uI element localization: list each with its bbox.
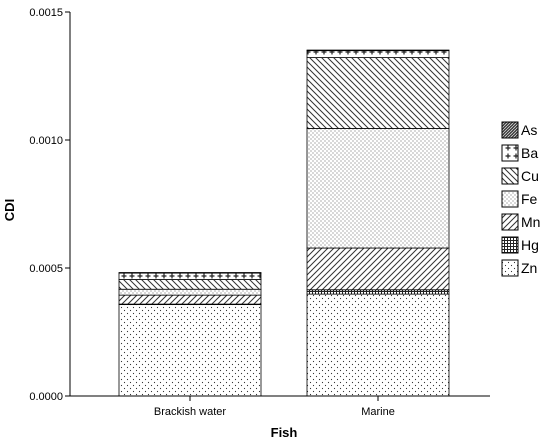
legend-swatch: [501, 167, 519, 185]
legend-label: Cu: [521, 168, 539, 184]
legend-label: As: [521, 122, 537, 138]
legend-label: Fe: [521, 191, 538, 207]
legend-label: Zn: [521, 260, 537, 276]
legend: As Ba Cu Fe Mn Hg Zn: [501, 121, 540, 277]
bar-segment-cu: [306, 57, 450, 129]
legend-label: Ba: [521, 145, 538, 161]
bar-stack: [118, 272, 262, 397]
legend-item-as: As: [501, 121, 537, 139]
legend-label: Hg: [521, 237, 539, 253]
legend-swatch: [501, 121, 519, 139]
legend-swatch: [501, 144, 519, 162]
bar-stack: [306, 49, 450, 397]
legend-item-fe: Fe: [501, 190, 538, 208]
y-tick-label: 0.0010: [29, 135, 63, 147]
bar-segment-zn: [118, 304, 262, 397]
bar-segment-ba: [306, 50, 450, 58]
y-tick-label: 0.0000: [29, 391, 63, 403]
y-tick-label: 0.0015: [29, 7, 63, 19]
bar-segment-zn: [306, 293, 450, 397]
legend-label: Mn: [521, 214, 540, 230]
bar-segment-hg: [306, 289, 450, 295]
x-axis-title: Fish: [271, 425, 298, 440]
legend-swatch: [501, 236, 519, 254]
legend-item-cu: Cu: [501, 167, 539, 185]
legend-item-zn: Zn: [501, 259, 537, 277]
legend-swatch: [501, 213, 519, 231]
y-axis-title: CDI: [2, 199, 17, 221]
legend-item-ba: Ba: [501, 144, 538, 162]
bar-segment-mn: [118, 294, 262, 305]
x-axis: Brackish water Marine: [70, 395, 490, 418]
legend-swatch: [501, 190, 519, 208]
bar-segment-as: [306, 49, 450, 52]
bar-segment-fe: [306, 128, 450, 249]
bar-segment-mn: [306, 247, 450, 291]
bar-segment-as: [118, 272, 262, 274]
bars-layer: [118, 49, 450, 397]
y-tick-label: 0.0005: [29, 263, 63, 275]
bar-segment-fe: [118, 288, 262, 296]
y-axis: 0.0000 0.0005 0.0010 0.0015: [29, 7, 71, 403]
x-tick-label: Brackish water: [154, 406, 226, 418]
bar-segment-ba: [118, 272, 262, 280]
legend-item-mn: Mn: [501, 213, 540, 231]
legend-swatch: [501, 259, 519, 277]
x-tick-label: Marine: [361, 406, 395, 418]
legend-item-hg: Hg: [501, 236, 539, 254]
bar-segment-cu: [118, 279, 262, 290]
